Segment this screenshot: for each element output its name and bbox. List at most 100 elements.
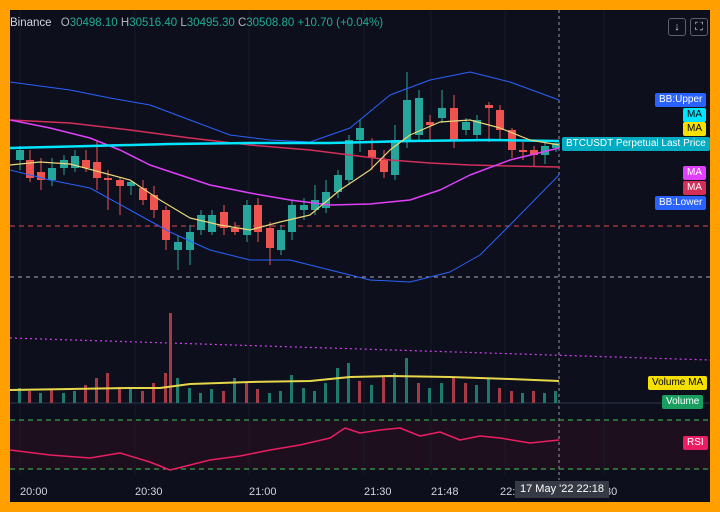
volume-bar-19 (222, 391, 225, 403)
volume-bar-5 (73, 391, 76, 403)
candle-body-14 (174, 242, 182, 250)
fullscreen-icon[interactable]: ⛶ (690, 18, 708, 36)
candle-body-45 (530, 150, 538, 155)
candle-body-7 (93, 162, 101, 178)
volume-bar-44 (510, 391, 513, 403)
candle-body-5 (71, 156, 79, 168)
time-label-5: 22: (500, 486, 516, 498)
volume-bar-14 (169, 313, 172, 403)
volume-bar-15 (176, 378, 179, 403)
volume-bar-36 (417, 383, 420, 403)
candle-body-10 (127, 182, 135, 186)
candle-body-39 (462, 122, 470, 130)
volume-bar-9 (118, 387, 121, 403)
volume-bar-0 (18, 388, 21, 403)
candle-body-35 (415, 98, 423, 135)
ma-magenta-line (10, 119, 560, 206)
candle-body-42 (496, 110, 504, 130)
volume-bar-39 (452, 378, 455, 403)
time-label-4: 21:48 (431, 486, 459, 498)
volume-bar-38 (440, 383, 443, 403)
volume-bar-46 (532, 391, 535, 403)
volume-bar-2 (39, 393, 42, 403)
volume-bar-32 (370, 385, 373, 403)
volume-bar-37 (428, 388, 431, 403)
candle-body-28 (334, 175, 342, 192)
chart-frame: Binance O30498.10 H30516.40 L30495.30 C3… (10, 10, 710, 502)
candle-body-2 (37, 172, 45, 180)
candle-body-34 (403, 100, 411, 142)
legend-source: Binance (10, 17, 52, 29)
volume-bar-20 (233, 378, 236, 403)
bb-upper-tag: BB:Upper (655, 93, 707, 107)
ma-yellow-tag: MA (683, 122, 706, 136)
candle-body-40 (473, 120, 481, 135)
volume-bar-25 (290, 375, 293, 403)
rsi-band-background (10, 420, 710, 470)
legend-low: 30495.30 (186, 17, 235, 29)
volume-tag: Volume (662, 395, 704, 409)
volume-bar-34 (393, 373, 396, 403)
volume-bar-30 (347, 363, 350, 403)
candle-body-6 (82, 160, 90, 168)
legend-change: +10.70 (+0.04%) (297, 17, 384, 29)
legend-low-key: L (180, 17, 187, 29)
volume-bar-22 (256, 389, 259, 403)
candle-body-9 (116, 180, 124, 186)
volume-bar-23 (268, 393, 271, 403)
volume-bar-27 (313, 391, 316, 403)
legend-close-key: C (237, 17, 247, 29)
volume-bar-28 (324, 383, 327, 403)
volume-bar-48 (554, 391, 557, 403)
volume-bar-47 (543, 393, 546, 403)
candle-body-18 (220, 212, 228, 228)
chart-canvas[interactable] (10, 10, 710, 502)
candle-body-20 (243, 205, 251, 235)
rsi-line (10, 427, 560, 471)
candle-body-37 (438, 108, 446, 118)
candle-body-25 (300, 205, 308, 210)
candle-body-23 (277, 230, 285, 250)
candle-body-36 (426, 122, 434, 125)
candle-body-31 (368, 150, 376, 158)
candle-body-16 (197, 215, 205, 230)
candle-body-0 (16, 150, 24, 160)
candle-body-3 (48, 168, 56, 180)
volume-bar-17 (199, 393, 202, 403)
bb-upper-band (10, 71, 560, 143)
candle-body-13 (162, 210, 170, 240)
candle-body-11 (139, 188, 147, 200)
candle-body-44 (519, 150, 527, 152)
candle-body-26 (311, 200, 319, 210)
time-label-1: 20:30 (135, 486, 163, 498)
volume-bar-21 (245, 383, 248, 403)
download-icon[interactable]: ↓ (668, 18, 686, 36)
ma-red-line (10, 119, 560, 168)
legend-close: 30508.80 (246, 17, 295, 29)
volume-bar-6 (84, 385, 87, 403)
bb-lower-tag: BB:Lower (655, 196, 707, 210)
candle-body-21 (254, 205, 262, 232)
candle-body-22 (266, 228, 274, 248)
ma-cyan-tag: MA (683, 108, 706, 122)
candle-body-19 (231, 228, 239, 232)
volume-bar-33 (382, 377, 385, 403)
volume-bar-45 (521, 393, 524, 403)
volume-bar-16 (188, 388, 191, 403)
volume-bar-26 (302, 388, 305, 403)
ma-yellow-line (10, 119, 560, 231)
volume-bar-3 (50, 389, 53, 403)
volume-bar-18 (210, 389, 213, 403)
last-price-tag: BTCUSDT Perpetual Last Price (562, 137, 710, 151)
volume-bar-42 (487, 378, 490, 403)
candle-body-27 (322, 192, 330, 208)
legend-open-key: O (60, 17, 70, 29)
candle-body-12 (150, 195, 158, 210)
candle-body-47 (552, 143, 560, 148)
volume-bar-4 (62, 393, 65, 403)
ohlc-legend: Binance O30498.10 H30516.40 L30495.30 C3… (10, 17, 383, 29)
volume-ma-tag: Volume MA (648, 376, 708, 390)
candle-body-41 (485, 105, 493, 108)
volume-bar-1 (28, 391, 31, 403)
candle-body-30 (356, 128, 364, 140)
